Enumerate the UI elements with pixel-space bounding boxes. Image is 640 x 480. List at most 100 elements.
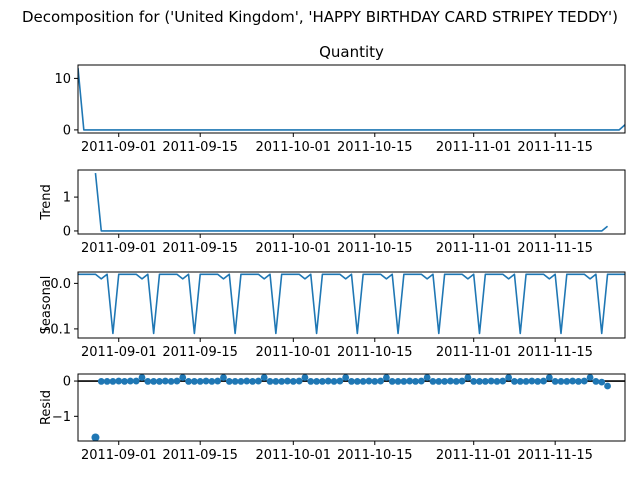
resid-point [528,377,536,385]
resid-point [353,378,361,385]
resid-point [289,378,297,385]
resid-point [185,378,192,385]
resid-point [371,378,379,385]
resid-point [330,378,338,385]
resid-point [214,377,222,385]
resid-point [173,377,181,385]
resid-point [505,374,513,381]
resid-point [348,378,355,385]
observed-y-tick-label: 0 [63,123,71,138]
resid-point [470,378,478,385]
resid-point [388,378,396,385]
decomposition-panels: 2011-09-01 2011-09-15 2011-10-01 2011-10-15… [39,43,626,463]
resid-point [150,378,158,385]
resid-point [493,378,501,385]
resid-point [522,378,530,385]
resid-point [412,378,419,385]
trend-x-tick-label: 2011-11-15 [517,241,593,256]
resid-point [487,377,495,385]
resid-point [377,377,384,385]
observed-panel: 2011-09-01 2011-09-15 2011-10-01 2011-10-15… [54,43,626,155]
resid-point [534,378,542,385]
resid-point [243,377,251,385]
seasonal-x-tick-label: 2011-10-15 [337,345,413,360]
resid-ylabel: Resid [39,390,54,425]
observed-x-tick-label: 2011-09-01 [81,140,157,155]
resid-x-tick-label: 2011-10-15 [337,448,413,463]
resid-panel: 2011-09-01 2011-09-15 2011-10-01 2011-10-15… [39,373,626,463]
trend-x-tick-label: 2011-11-01 [436,241,512,256]
resid-point [400,378,408,385]
trend-x-tick-label: 2011-09-15 [162,241,238,256]
resid-point [383,374,390,381]
trend-x-tick-label: 2011-09-01 [81,241,157,256]
observed-line [78,68,625,131]
observed-x-tick-label: 2011-10-15 [337,140,413,155]
resid-point [592,378,600,385]
resid-point [202,377,210,385]
resid-point [429,378,437,385]
resid-point [540,377,547,385]
trend-x-tick-label: 2011-10-01 [256,241,332,256]
resid-point [161,377,169,385]
resid-point [307,378,315,385]
seasonal-panel: 2011-09-01 2011-09-15 2011-10-01 2011-10-15… [39,271,626,360]
resid-axes-frame [77,373,626,442]
seasonal-x-tick-label: 2011-09-01 [81,345,157,360]
resid-x-tick-label: 2011-10-01 [256,448,332,463]
resid-point [319,378,326,385]
seasonal-y-tick-label: −0.1 [39,322,71,337]
resid-y-tick-label: −1 [52,410,71,425]
resid-point [301,374,309,381]
resid-point [249,378,256,385]
trend-line [94,172,609,232]
resid-point [126,377,134,385]
resid-y-tick-label: 0 [63,375,71,390]
resid-point [511,378,518,385]
resid-point [586,374,594,381]
resid-point [563,378,571,385]
resid-point [115,377,123,385]
resid-point [313,378,320,385]
figure-suptitle: Decomposition for ('United Kingdom', 'HA… [22,8,618,26]
resid-x-tick-label: 2011-11-01 [436,448,512,463]
resid-point [237,378,245,385]
resid-point [144,378,152,385]
resid-point [284,377,291,385]
resid-point [91,433,100,441]
observed-title: Quantity [319,43,384,61]
resid-series [78,374,625,441]
observed-x-tick-label: 2011-11-01 [436,140,512,155]
resid-point [545,374,553,381]
resid-point [220,374,227,381]
resid-point [435,378,443,385]
resid-point [516,378,524,385]
resid-point [342,374,350,381]
observed-x-tick-label: 2011-10-01 [256,140,332,155]
resid-point [208,378,216,385]
resid-point [132,377,140,385]
resid-point [575,378,582,385]
resid-point [97,378,105,385]
resid-point [458,377,466,385]
resid-point [225,378,233,385]
seasonal-x-tick-label: 2011-11-15 [517,345,593,360]
resid-point [406,377,414,385]
resid-point [260,374,268,381]
resid-point [557,378,565,385]
observed-axes-frame [77,64,626,134]
resid-point [476,378,483,385]
resid-point [394,378,402,385]
trend-x-tick-label: 2011-10-15 [337,241,413,256]
resid-point [481,378,489,385]
trend-axes-frame [77,169,626,235]
resid-x-tick-label: 2011-11-15 [517,448,593,463]
resid-point [190,378,198,385]
resid-point [417,377,425,385]
resid-point [196,378,204,385]
seasonal-x-tick-label: 2011-09-15 [162,345,238,360]
seasonal-y-tick-label: 0.0 [50,277,71,292]
resid-point [359,378,367,385]
